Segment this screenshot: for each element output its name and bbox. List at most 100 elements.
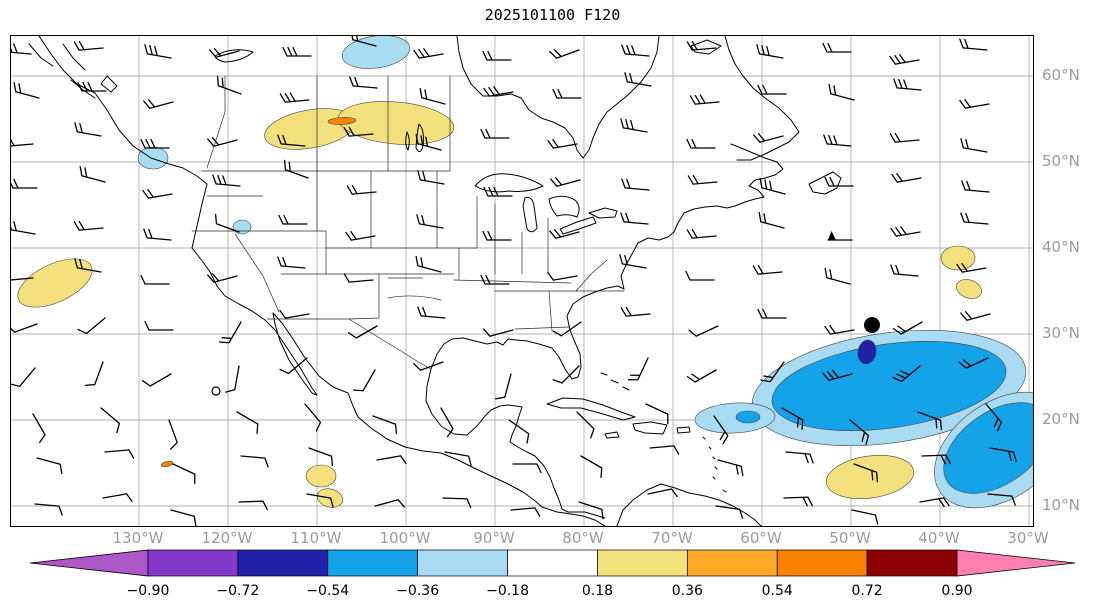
wind-barb	[375, 499, 404, 514]
wind-barb	[212, 175, 241, 186]
wind-barb	[621, 45, 650, 56]
wind-barb	[959, 39, 988, 50]
wind-barb	[418, 89, 447, 104]
wind-barb	[890, 132, 919, 143]
shaded-region	[306, 465, 336, 487]
wind-barb	[920, 497, 949, 510]
wind-barb	[74, 220, 103, 231]
lon-tick-label: 110°W	[291, 529, 342, 547]
wind-barb	[377, 455, 406, 468]
colorbar-tick-label: 0.36	[672, 583, 703, 599]
colorbar-tick-label: −0.90	[127, 583, 170, 599]
colorbar-segment	[597, 550, 687, 576]
wind-barb	[483, 52, 511, 61]
lake-erie	[560, 217, 596, 234]
colorbar-over-arrow	[957, 550, 1075, 576]
wind-barb	[687, 40, 716, 51]
colorbar-segment	[418, 550, 508, 576]
wind-barb	[349, 77, 378, 88]
lat-tick-label: 60°N	[1042, 66, 1080, 84]
wind-barb	[73, 123, 102, 136]
wind-barb	[169, 510, 198, 525]
lon-tick-label: 90°W	[473, 529, 514, 547]
wind-barb	[415, 215, 444, 228]
newfoundland-island	[809, 172, 841, 194]
wind-barb	[35, 458, 64, 473]
lat-tick-label: 40°N	[1042, 238, 1080, 256]
wind-barb	[553, 90, 581, 99]
wind-barb	[623, 73, 652, 86]
wind-barb	[621, 306, 650, 317]
colorbar-tick-label: 0.90	[941, 583, 972, 599]
storm-position-dot	[864, 317, 880, 333]
south-america-coast	[617, 484, 761, 526]
wind-barb	[628, 354, 648, 383]
wind-barb	[550, 42, 579, 60]
wind-barb	[892, 170, 921, 183]
wind-barb	[280, 306, 309, 319]
wind-barb	[686, 272, 714, 281]
wind-barb	[688, 174, 717, 185]
wind-barb	[210, 43, 239, 58]
wind-barb	[496, 372, 511, 401]
wind-barb	[823, 135, 852, 146]
wind-barb	[143, 229, 172, 240]
wind-barb	[349, 319, 377, 340]
wind-barb	[141, 276, 169, 285]
lon-tick-label: 130°W	[113, 529, 164, 547]
wind-barb	[240, 456, 269, 467]
wind-barb	[347, 184, 376, 195]
wind-barb	[504, 420, 532, 443]
wind-barb	[143, 186, 172, 199]
wind-barb	[283, 48, 311, 57]
shaded-region	[694, 401, 775, 435]
wind-barb	[233, 412, 261, 433]
wind-barb	[687, 228, 716, 239]
wind-barb	[346, 228, 375, 241]
wind-barb	[828, 231, 852, 240]
lesser-antilles	[703, 437, 726, 492]
wind-barb	[143, 45, 172, 58]
colorbar-segment	[777, 550, 867, 576]
shaded-region	[340, 36, 412, 73]
wind-barb	[650, 446, 679, 457]
coastline-alaska	[29, 44, 117, 98]
wind-barb	[785, 452, 814, 463]
shaded-region	[233, 220, 251, 234]
wind-barb	[825, 322, 854, 335]
colorbar-segment	[238, 550, 328, 576]
colorbar-segment	[328, 550, 418, 576]
wind-barb	[280, 92, 309, 103]
colorbar-tick-label: 0.72	[852, 583, 883, 599]
wind-barbs	[11, 36, 1018, 525]
map-area	[10, 35, 1034, 527]
wind-barb	[642, 404, 671, 424]
wind-barb	[715, 506, 744, 518]
lon-tick-label: 60°W	[740, 529, 781, 547]
colorbar-tick-label: 0.18	[582, 583, 613, 599]
chart-title: 2025101100 F120	[0, 6, 1105, 24]
colorbar-tick-label: −0.54	[306, 583, 349, 599]
grid-lines	[11, 36, 1033, 526]
wind-barb	[891, 224, 920, 237]
wind-barb	[959, 139, 988, 152]
colorbar-tick-label: −0.18	[486, 583, 529, 599]
wind-barb	[11, 43, 32, 54]
wind-barb	[208, 132, 237, 147]
wind-barb	[279, 216, 307, 225]
wind-barb	[354, 366, 375, 394]
wind-barb	[890, 52, 919, 65]
calm-wind-circle	[212, 387, 220, 395]
wind-barb	[74, 40, 103, 51]
weather-map-figure: 2025101100 F120	[0, 0, 1105, 615]
wind-barb	[960, 96, 989, 109]
hispaniola	[633, 422, 667, 434]
wind-barb	[961, 181, 990, 192]
colorbar-segment	[687, 550, 777, 576]
wind-barb	[484, 84, 513, 97]
wind-barb	[416, 171, 445, 184]
wind-barb	[890, 265, 919, 276]
lon-tick-label: 100°W	[380, 529, 431, 547]
wind-barb	[417, 307, 446, 318]
wind-barb	[143, 367, 171, 388]
